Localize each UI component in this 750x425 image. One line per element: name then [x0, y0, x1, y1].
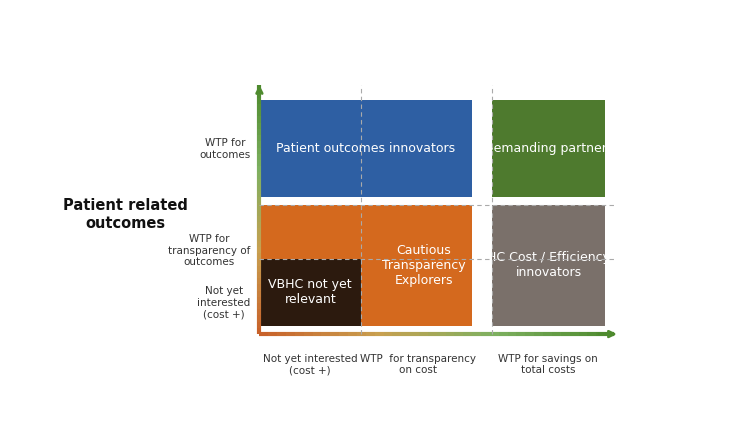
Text: Not yet interested
(cost +): Not yet interested (cost +) — [262, 354, 357, 375]
Text: WTP for
outcomes: WTP for outcomes — [200, 139, 250, 160]
Bar — [260, 205, 472, 326]
Text: Patient related
outcomes: Patient related outcomes — [63, 198, 188, 231]
Bar — [260, 100, 472, 197]
Bar — [492, 100, 605, 197]
Text: Not yet
interested
(cost +): Not yet interested (cost +) — [197, 286, 250, 320]
Text: Patient outcomes innovators: Patient outcomes innovators — [276, 142, 455, 155]
Text: Demanding partners: Demanding partners — [484, 142, 614, 155]
Bar — [260, 259, 362, 326]
Bar — [492, 205, 605, 326]
Text: WTP  for transparency
on cost: WTP for transparency on cost — [360, 354, 476, 375]
Text: VBHC not yet
relevant: VBHC not yet relevant — [268, 278, 352, 306]
Text: WTP for savings on
total costs: WTP for savings on total costs — [499, 354, 598, 375]
Text: Cautious
Transparency
Explorers: Cautious Transparency Explorers — [382, 244, 466, 287]
Text: HC Cost / Efficiency
innovators: HC Cost / Efficiency innovators — [487, 251, 610, 279]
Text: WTP for
transparency of
outcomes: WTP for transparency of outcomes — [168, 234, 250, 267]
